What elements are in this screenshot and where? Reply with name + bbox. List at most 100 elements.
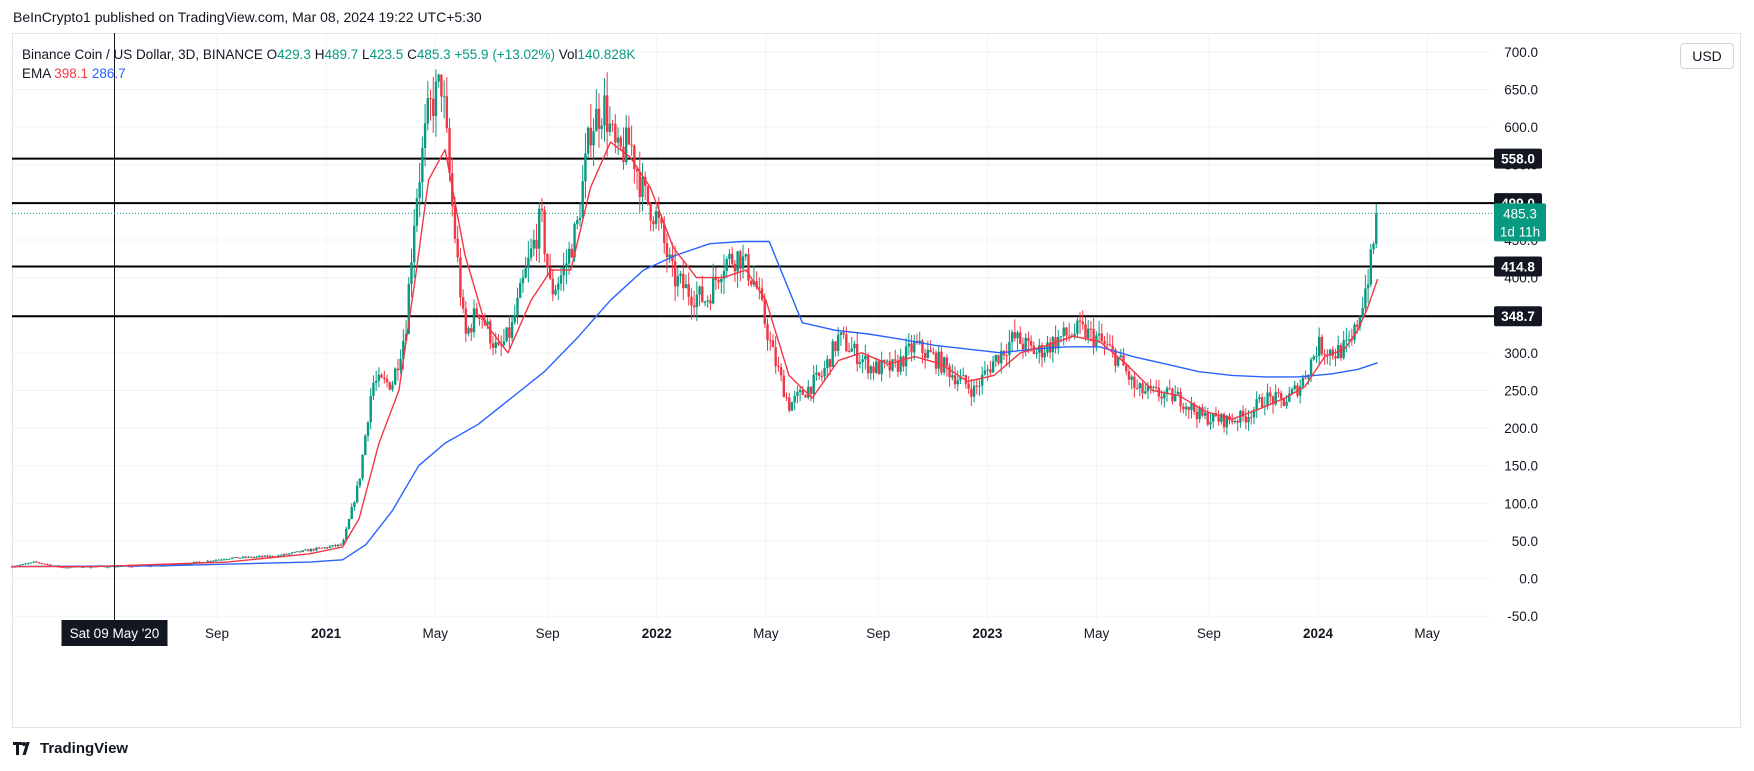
candle-body (562, 267, 565, 276)
candle-body (981, 374, 984, 386)
candle-body (27, 563, 30, 565)
candle-body (1282, 398, 1286, 406)
level-tag-label: 348.7 (1501, 309, 1535, 324)
candle-body (605, 95, 609, 132)
candle-body (519, 283, 522, 298)
candle-body (380, 374, 383, 378)
candle-body (195, 561, 199, 563)
candle-body (1285, 401, 1288, 406)
candle-body (565, 263, 568, 268)
candle-body (1361, 308, 1364, 317)
candle-body (989, 369, 992, 373)
candle-body (472, 308, 476, 333)
candle-body (393, 368, 397, 385)
candle-body (584, 153, 587, 182)
candle-body (285, 553, 288, 555)
level-tag (1494, 148, 1542, 169)
candle-body (499, 344, 503, 346)
ema-fast-line (12, 141, 1379, 568)
candle-body (1347, 339, 1351, 341)
legend-vol-label: Vol (558, 47, 578, 62)
candle-body (1277, 392, 1280, 394)
candle-body (502, 341, 506, 345)
candle-body (282, 553, 285, 556)
candle-body (369, 395, 372, 423)
candle-body (1182, 406, 1185, 410)
candle-body (1173, 394, 1177, 402)
candle-body (1233, 421, 1237, 423)
candle-body (288, 553, 291, 555)
candle-body (1062, 327, 1065, 337)
candle-body (557, 283, 560, 290)
candle-body (339, 544, 343, 546)
candle-body (1057, 336, 1060, 349)
candle-body (415, 198, 419, 226)
candle-body (1309, 359, 1313, 375)
candle-body (1274, 392, 1277, 405)
candle-body (815, 372, 818, 375)
candle-body (1184, 406, 1188, 410)
y-tick-label: 150.0 (1504, 459, 1538, 474)
candle-body (904, 346, 908, 367)
candle-body (345, 528, 348, 541)
candle-body (529, 248, 533, 258)
candle-body (671, 254, 674, 262)
tradingview-logo-text: TradingView (40, 740, 129, 757)
tradingview-logo: TradingView (13, 740, 128, 757)
candle-body (891, 359, 894, 371)
candle-body (489, 321, 492, 344)
candle-body (766, 323, 769, 341)
candle-body (1084, 324, 1087, 339)
candle-body (633, 145, 636, 170)
candle-body (1198, 407, 1201, 420)
candle-body (385, 378, 389, 383)
x-tick-label: 2023 (972, 626, 1003, 641)
candle-body (1016, 332, 1019, 339)
candle-body (654, 211, 658, 225)
candle-body (342, 540, 345, 546)
candle-body (364, 435, 367, 455)
legend-close-label: C (407, 47, 417, 62)
candle-body (1266, 392, 1269, 407)
candle-body (785, 397, 788, 399)
candle-body (872, 366, 875, 373)
currency-button[interactable]: USD (1680, 43, 1734, 69)
candle-body (190, 563, 193, 565)
candle-body (1304, 377, 1307, 379)
candle-body (48, 564, 52, 566)
candle-body (769, 340, 772, 342)
candle-body (668, 254, 671, 258)
candle-body (228, 558, 231, 560)
candle-body (717, 280, 720, 283)
candle-body (1195, 411, 1199, 420)
candle-body (266, 555, 269, 557)
candle-body (1244, 416, 1248, 423)
candle-body (1279, 393, 1283, 399)
candle-body (894, 359, 897, 361)
candle-body (828, 359, 832, 368)
legend-ohlc-row: Binance Coin / US Dollar, 3D, BINANCE O4… (22, 45, 635, 64)
candle-body (247, 556, 250, 558)
candle-body (896, 360, 900, 372)
candle-body (902, 356, 905, 367)
candle-body (413, 225, 416, 263)
candle-body (853, 343, 856, 349)
x-tick-label: 2021 (311, 626, 342, 641)
candle-body (317, 547, 321, 549)
candle-body (1290, 389, 1294, 394)
candle-body (535, 239, 538, 249)
candle-body (907, 343, 911, 347)
candle-body (220, 559, 223, 561)
candle-body (660, 217, 663, 224)
candle-body (18, 564, 22, 566)
candle-body (703, 301, 707, 303)
candle-body (942, 357, 946, 373)
candle-body (21, 563, 25, 565)
candle-body (548, 267, 552, 279)
candle-body (40, 563, 44, 565)
candle-body (972, 385, 976, 397)
chart-frame[interactable] (12, 33, 1741, 728)
y-tick-label: 700.0 (1504, 45, 1538, 60)
candle-body (1013, 332, 1017, 339)
